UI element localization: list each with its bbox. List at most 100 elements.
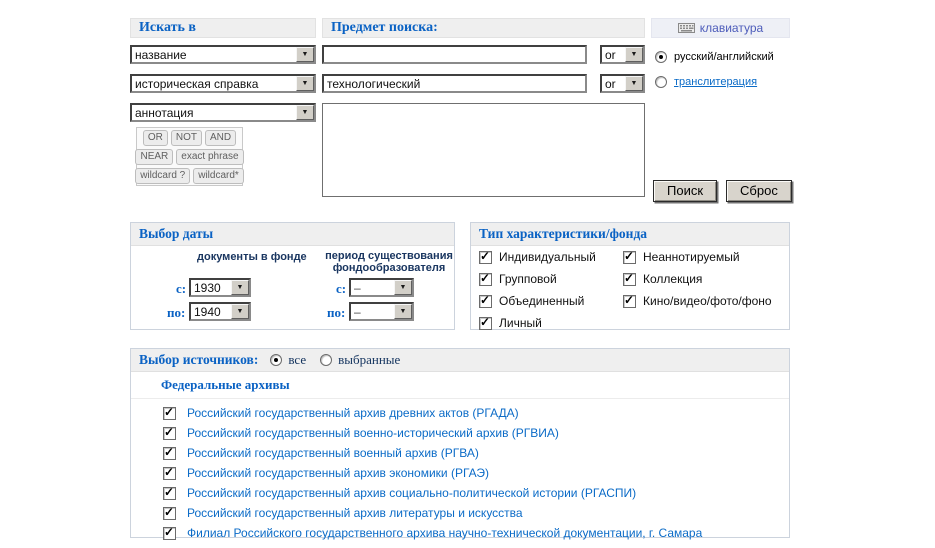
fund-type-row: ✓ Индивидуальный <box>479 249 596 264</box>
operator-button[interactable]: wildcard ? <box>135 167 191 184</box>
fund-type-band: Тип характеристики/фонда <box>471 223 789 246</box>
search-field-select-1-value: название <box>135 47 187 62</box>
search-terms-textarea[interactable] <box>322 103 645 197</box>
docs-from-value: 1930 <box>194 280 221 295</box>
keyboard-label: клавиатура <box>699 21 764 35</box>
language-radio[interactable] <box>655 50 667 63</box>
source-mode-radio[interactable] <box>320 354 333 366</box>
keyboard-link[interactable]: клавиатура <box>651 18 790 38</box>
archive-row: ✓ Российский государственный архив древни… <box>131 405 789 420</box>
operator-button[interactable]: OR <box>142 129 168 146</box>
fund-type-checkbox[interactable]: ✓ <box>479 292 492 308</box>
period-from-label: с: <box>336 281 347 296</box>
fund-type-label: Групповой <box>499 272 557 286</box>
archive-checkbox[interactable]: ✓ <box>163 505 176 520</box>
source-mode-label[interactable]: все <box>288 352 307 367</box>
archive-row: ✓ Российский государственный архив литера… <box>131 505 789 520</box>
check-icon: ✓ <box>624 248 635 263</box>
archive-checkbox[interactable]: ✓ <box>163 525 176 540</box>
fund-type-checkbox[interactable]: ✓ <box>623 248 636 264</box>
period-to-select[interactable]: – ▼ <box>349 302 414 321</box>
archive-link[interactable]: Российский государственный архив социаль… <box>187 486 637 500</box>
archive-link[interactable]: Филиал Российского государственного архи… <box>187 526 703 540</box>
date-selection-title: Выбор даты <box>139 226 214 241</box>
docs-to-value: 1940 <box>194 304 221 319</box>
language-options: русский/английский транслитерация <box>655 44 790 94</box>
dropdown-arrow-icon: ▼ <box>394 304 412 319</box>
operator-select-2[interactable]: or ▼ <box>600 74 645 93</box>
check-icon: ✓ <box>480 314 491 329</box>
language-label[interactable]: русский/английский <box>674 50 774 63</box>
fund-type-label: Индивидуальный <box>499 250 596 264</box>
archive-checkbox[interactable]: ✓ <box>163 445 176 460</box>
fund-type-row: ✓ Объединенный <box>479 292 596 308</box>
date-selection-box: Выбор даты документы в фонде период суще… <box>130 222 455 330</box>
fund-type-checkbox[interactable]: ✓ <box>479 314 492 330</box>
operator-row: NEAR exact phrase <box>135 148 244 165</box>
period-from-value: – <box>354 280 361 295</box>
period-to-label: по: <box>327 305 346 320</box>
fund-type-checkbox[interactable]: ✓ <box>479 270 492 286</box>
period-to-value: – <box>354 304 361 319</box>
transliteration-link[interactable]: транслитерация <box>674 75 758 88</box>
operator-select-1[interactable]: or ▼ <box>600 45 645 64</box>
search-button[interactable]: Поиск <box>653 180 718 202</box>
dropdown-arrow-icon: ▼ <box>394 280 412 295</box>
archive-link[interactable]: Российский государственный военный архив… <box>187 446 479 460</box>
operator-button[interactable]: NOT <box>170 129 202 146</box>
source-mode-radio[interactable] <box>270 354 283 366</box>
fund-type-label: Неаннотируемый <box>643 250 740 264</box>
check-icon: ✓ <box>480 292 491 307</box>
archive-row: ✓ Российский государственный военно-истор… <box>131 424 789 440</box>
archives-list: ✓ Российский государственный архив древни… <box>131 399 789 540</box>
search-field-select-3[interactable]: аннотация ▼ <box>130 103 316 122</box>
archive-link[interactable]: Российский государственный архив литерат… <box>187 506 523 520</box>
fund-type-row: ✓ Личный <box>479 314 596 330</box>
archive-checkbox[interactable]: ✓ <box>163 405 176 420</box>
date-selection-band: Выбор даты <box>131 223 454 246</box>
docs-from-label: с: <box>176 281 187 296</box>
fund-type-checkbox[interactable]: ✓ <box>623 293 636 308</box>
archive-checkbox[interactable]: ✓ <box>163 484 176 500</box>
subject-input-1[interactable] <box>322 45 587 64</box>
fund-type-checkbox[interactable]: ✓ <box>479 249 492 264</box>
archive-link[interactable]: Российский государственный архив экономи… <box>187 466 490 480</box>
sources-box: Выбор источников: все выбранные Федеральн… <box>130 348 790 540</box>
language-radio[interactable] <box>655 75 667 88</box>
fund-type-title: Тип характеристики/фонда <box>479 226 648 241</box>
archive-checkbox[interactable]: ✓ <box>163 424 176 440</box>
dropdown-arrow-icon: ▼ <box>231 280 249 295</box>
check-icon: ✓ <box>480 270 491 285</box>
fund-type-label: Коллекция <box>643 272 703 286</box>
operators-box: OR NOT AND NEAR exact phrase wildcard ? wildca… <box>135 127 244 186</box>
subject-header-band: Предмет поиска: <box>322 18 645 38</box>
search-field-select-2-value: историческая справка <box>135 76 259 91</box>
search-field-select-1[interactable]: название ▼ <box>130 45 316 64</box>
fund-type-row: ✓ Неаннотируемый <box>623 248 772 264</box>
search-field-select-2[interactable]: историческая справка ▼ <box>130 74 316 93</box>
archive-link[interactable]: Российский государственный архив древних… <box>187 406 519 420</box>
archive-link[interactable]: Российский государственный военно-истори… <box>187 426 559 440</box>
fund-type-checkbox[interactable]: ✓ <box>623 271 636 286</box>
operator-button[interactable]: wildcard* <box>193 167 244 184</box>
subject-input-2[interactable] <box>322 74 587 93</box>
archive-row: ✓ Российский государственный архив эконом… <box>131 464 789 480</box>
fund-type-label: Кино/видео/фото/фоно <box>643 294 772 308</box>
archive-checkbox[interactable]: ✓ <box>163 464 176 480</box>
operator-button[interactable]: NEAR <box>135 148 174 165</box>
archive-row: ✓ Филиал Российского государственного арх… <box>131 525 789 540</box>
check-icon: ✓ <box>164 484 175 499</box>
operator-button[interactable]: exact phrase <box>176 148 244 165</box>
reset-button[interactable]: Сброс <box>726 180 792 202</box>
operator-button[interactable]: AND <box>204 129 237 146</box>
check-icon: ✓ <box>164 464 175 479</box>
period-from-select[interactable]: – ▼ <box>349 278 414 297</box>
source-options: все выбранные <box>270 348 400 373</box>
dropdown-arrow-icon: ▼ <box>231 304 249 319</box>
keyboard-icon <box>677 23 695 33</box>
check-icon: ✓ <box>164 424 175 439</box>
docs-to-select[interactable]: 1940 ▼ <box>189 302 251 321</box>
docs-from-select[interactable]: 1930 ▼ <box>189 278 251 297</box>
source-mode-label[interactable]: выбранные <box>338 352 401 367</box>
